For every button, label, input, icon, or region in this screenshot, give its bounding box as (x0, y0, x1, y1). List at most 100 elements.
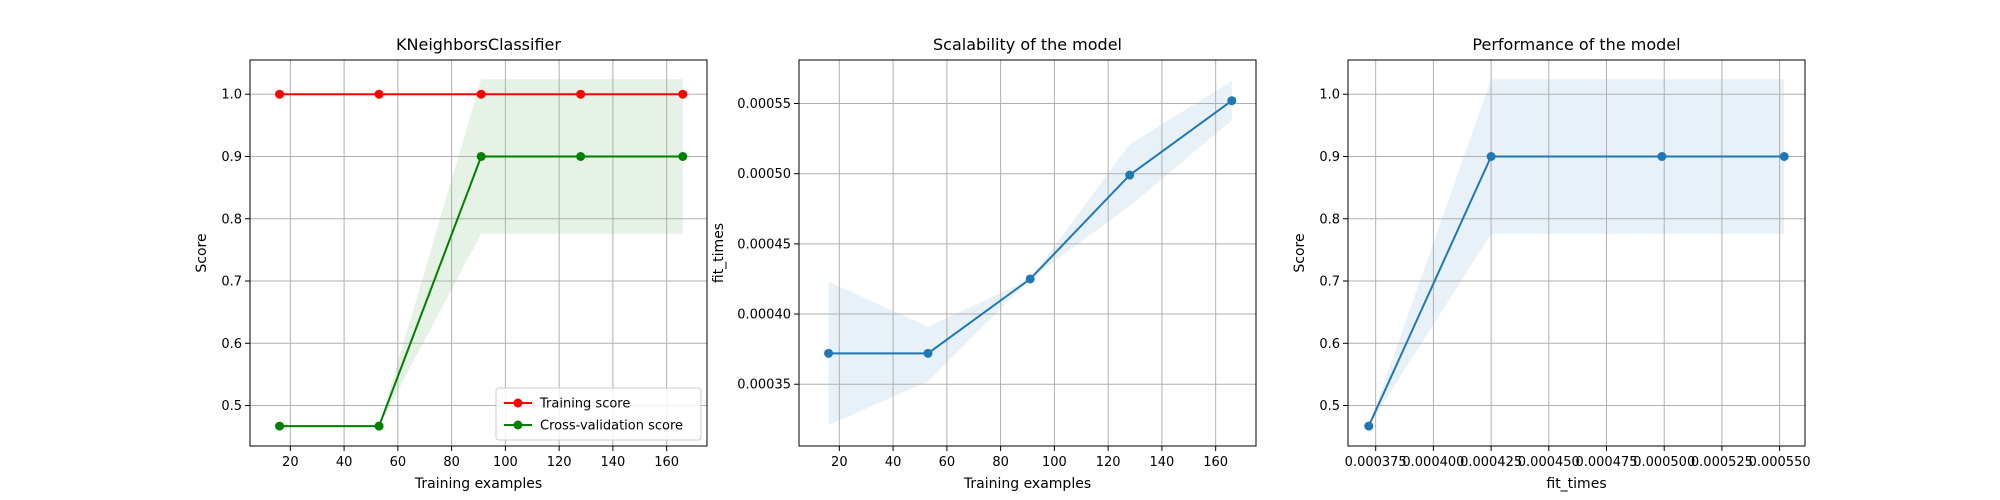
x-ticks: 20 40 60 80 100 120 140 160 (282, 446, 679, 470)
y-tick-label: 0.7 (221, 275, 242, 290)
y-tick-label: 1.0 (1319, 88, 1340, 103)
axes-frame (798, 59, 1257, 447)
y-tick-label: 0.6 (1319, 337, 1340, 352)
data-point (576, 152, 586, 161)
y-tick-label: 0.00035 (737, 378, 791, 393)
data-point (374, 421, 384, 431)
data-point (275, 421, 285, 431)
series-points (275, 89, 688, 431)
y-axis-label: fit_times (711, 223, 727, 283)
x-tick-label: 20 (831, 455, 848, 470)
y-tick-label: 0.9 (1319, 150, 1340, 165)
x-tick-label: 40 (336, 455, 353, 470)
x-tick-label: 120 (1096, 455, 1121, 470)
x-axis-label: fit_times (1546, 476, 1606, 492)
x-tick-label: 0.000550 (1749, 455, 1811, 470)
bands (1368, 79, 1785, 427)
y-tick-label: 1.0 (221, 88, 242, 103)
x-tick-label: 0.000425 (1460, 455, 1522, 470)
y-ticks: 0.5 0.6 0.7 0.8 0.9 1.0 (1319, 88, 1348, 414)
series-band (279, 79, 683, 427)
y-tick-label: 0.5 (221, 399, 242, 414)
data-point (1486, 152, 1496, 161)
x-tick-label: 60 (939, 455, 956, 470)
chart-title: Performance of the model (1472, 35, 1680, 54)
y-axis-label: Score (194, 233, 210, 272)
series-points (824, 96, 1237, 358)
y-tick-label: 0.00050 (737, 167, 791, 182)
x-tick-label: 120 (547, 455, 572, 470)
y-tick-label: 0.00055 (737, 97, 791, 112)
x-tick-label: 0.000450 (1518, 455, 1580, 470)
data-point (476, 152, 486, 161)
chart-title: KNeighborsClassifier (396, 35, 561, 54)
scalability-panel: 20 40 60 80 100 120 140 160 0.000350.000400.000… (711, 35, 1257, 492)
y-tick-label: 0.6 (221, 337, 242, 352)
series-lines (1367, 155, 1785, 427)
x-tick-label: 0.000400 (1402, 455, 1464, 470)
y-ticks: 0.5 0.6 0.7 0.8 0.9 1.0 (221, 88, 250, 414)
bands (279, 79, 683, 427)
legend-box (495, 387, 702, 441)
x-tick-label: 0.000475 (1575, 455, 1637, 470)
data-point (1657, 152, 1667, 161)
data-point (824, 348, 834, 358)
y-tick-label: 0.00040 (737, 308, 791, 323)
x-tick-label: 160 (1203, 455, 1228, 470)
axes-frame (1347, 59, 1806, 447)
x-ticks: 0.0003750.0004000.0004250.0004500.000475… (1345, 446, 1811, 470)
chart-title: Scalability of the model (933, 35, 1122, 54)
series-band (1368, 79, 1785, 427)
data-point (923, 348, 933, 358)
x-tick-label: 140 (600, 455, 625, 470)
y-tick-label: 0.8 (221, 212, 242, 227)
data-point (1227, 96, 1237, 106)
data-point (1125, 170, 1135, 180)
series-band (828, 81, 1232, 425)
x-ticks: 20 40 60 80 100 120 140 160 (831, 446, 1228, 470)
x-tick-label: 40 (885, 455, 902, 470)
x-axis-label: Training examples (414, 476, 542, 492)
y-tick-label: 0.7 (1319, 275, 1340, 290)
data-point (1779, 152, 1789, 161)
y-tick-label: 0.00045 (737, 237, 791, 252)
legend: Training score Cross-validation score (495, 387, 702, 441)
data-point (678, 89, 688, 99)
legend-label-cross-validation: Cross-validation score (540, 419, 683, 434)
axes-frame (249, 59, 708, 447)
y-tick-label: 0.9 (221, 150, 242, 165)
grid (799, 60, 1256, 446)
x-tick-label: 140 (1149, 455, 1174, 470)
data-point (1364, 421, 1374, 431)
y-axis-label: Score (1292, 233, 1308, 272)
legend-marker-cross-validation (513, 420, 523, 430)
data-point (476, 89, 486, 99)
x-tick-label: 0.000525 (1691, 455, 1753, 470)
series-points (1364, 152, 1789, 431)
y-ticks: 0.00035 0.00040 0.00045 0.00050 0.00055 (737, 97, 799, 393)
x-tick-label: 100 (1042, 455, 1067, 470)
performance-panel: 0.0003750.0004000.0004250.0004500.000475… (1292, 35, 1811, 492)
legend-marker-training (513, 398, 523, 408)
data-point (1025, 274, 1035, 284)
data-point (678, 152, 688, 161)
x-axis-label: Training examples (963, 476, 1091, 492)
x-tick-label: 60 (390, 455, 407, 470)
x-tick-label: 160 (654, 455, 679, 470)
x-tick-label: 20 (282, 455, 299, 470)
y-tick-label: 0.8 (1319, 212, 1340, 227)
learning-curve-panel: 20 40 60 80 100 120 140 160 0.50.60.70.80.91.0 … (194, 35, 708, 492)
x-tick-label: 0.000500 (1633, 455, 1695, 470)
x-tick-label: 80 (443, 455, 460, 470)
x-tick-label: 0.000375 (1345, 455, 1407, 470)
y-tick-label: 0.5 (1319, 399, 1340, 414)
data-point (576, 89, 586, 99)
bands (828, 81, 1232, 425)
x-tick-label: 100 (493, 455, 518, 470)
data-point (275, 89, 285, 99)
legend-label-training: Training score (539, 397, 630, 412)
series-line (1367, 155, 1785, 427)
x-tick-label: 80 (992, 455, 1009, 470)
data-point (374, 89, 384, 99)
